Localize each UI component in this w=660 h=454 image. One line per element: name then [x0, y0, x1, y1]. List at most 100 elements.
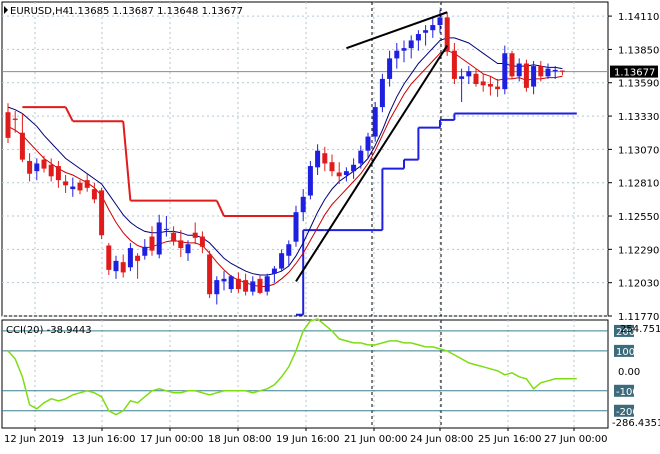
stop-down-connector [64, 106, 74, 122]
bear-candle-body [257, 278, 263, 293]
bull-candle-body [552, 69, 558, 72]
bull-candle-body [531, 66, 537, 87]
bear-candle-body [451, 50, 457, 79]
bull-candle-body [437, 17, 443, 26]
cci-level-label: 0.00 [618, 367, 640, 378]
grid-lines [2, 2, 608, 428]
bear-candle-body [99, 190, 105, 236]
bull-candle-body [156, 222, 162, 255]
bear-candle-body [149, 236, 155, 251]
bear-candle-body [171, 232, 177, 242]
time-label: 13 Jun 16:00 [72, 434, 136, 445]
bull-candle-body [372, 107, 378, 137]
cci-title: CCI(20) -38.9443 [6, 325, 92, 336]
price-label: 1.13850 [618, 45, 659, 56]
cci-level-box [614, 404, 634, 417]
ohlc-label: 1.13685 1.13687 1.13648 1.13677 [68, 6, 243, 17]
time-label: 18 Jun 08:00 [208, 434, 272, 445]
bull-candle-body [250, 281, 256, 292]
bull-candle-body [459, 76, 465, 79]
trendline[interactable] [346, 11, 448, 50]
bull-candle-body [286, 244, 292, 256]
time-label: 12 Jun 2019 [4, 434, 64, 445]
symbol-marker-icon [4, 6, 8, 14]
bear-candle-body [480, 81, 486, 86]
bull-candle-body [415, 34, 421, 41]
bear-candle-body [84, 180, 90, 188]
bull-candle-body [113, 260, 119, 272]
bull-candle-body [351, 164, 357, 172]
main-chart-frame [1, 1, 609, 317]
bull-candle-body [502, 53, 508, 90]
bull-candle-body [264, 276, 270, 292]
bull-candle-body [379, 78, 385, 108]
bull-candle-body [365, 136, 371, 151]
bull-candle-body [127, 248, 133, 268]
bear-candle-body [77, 182, 83, 191]
moving-average-lines [7, 37, 563, 287]
price-label: 1.12810 [618, 179, 659, 190]
bear-candle-body [19, 132, 25, 160]
cci-level-label: 100 [616, 347, 635, 358]
time-label: 24 Jun 08:00 [410, 434, 474, 445]
ma-fast-line [7, 37, 563, 276]
bear-candle-body [559, 70, 565, 72]
cci-level-box [614, 324, 634, 337]
price-label: 1.14110 [618, 12, 659, 23]
price-label: 1.12030 [618, 279, 659, 290]
bear-candle-body [91, 189, 97, 200]
bear-candle-body [336, 172, 342, 177]
bull-candle-body [271, 268, 277, 274]
bull-candle-body [163, 228, 169, 230]
bear-candle-body [120, 262, 126, 273]
bull-candle-body [214, 280, 220, 295]
cci-panel-frame [1, 319, 609, 429]
bear-candle-body [27, 160, 33, 174]
price-label: 1.13590 [618, 79, 659, 90]
cci-line [7, 318, 577, 416]
bull-candle-body [142, 246, 148, 256]
bull-candle-body [430, 25, 436, 31]
time-label: 19 Jun 16:00 [276, 434, 340, 445]
bull-candle-body [300, 196, 306, 213]
time-label: 21 Jun 00:00 [344, 434, 408, 445]
trailing-stop-lines [22, 106, 577, 316]
bull-candle-body [401, 48, 407, 51]
bear-candle-body [178, 240, 184, 249]
cci-max-label: 254.7513 [620, 324, 660, 335]
bull-candle-body [185, 244, 191, 254]
bear-candle-body [41, 159, 47, 169]
trendlines[interactable] [295, 11, 449, 282]
bear-candle-body [192, 232, 198, 238]
bear-candle-body [509, 53, 515, 77]
bear-candle-body [473, 73, 479, 85]
cci-level-box [614, 344, 634, 357]
bull-candle-body [466, 71, 472, 77]
bear-candle-body [243, 280, 249, 292]
bull-candle-body [423, 30, 429, 33]
cci-level-label: -200 [616, 407, 639, 418]
bull-candle-body [358, 150, 364, 164]
bull-candle-body [545, 68, 551, 77]
bull-candle-body [516, 63, 522, 77]
cci-min-label: -286.4351 [612, 418, 660, 429]
stop-down-connector [122, 121, 132, 201]
bear-candle-body [329, 162, 335, 172]
bull-candle-body [293, 212, 299, 242]
bull-candle-body [228, 276, 234, 290]
trendline[interactable] [295, 45, 449, 282]
bull-candle-body [387, 58, 393, 79]
bear-candle-body [487, 84, 493, 87]
price-label: 1.13070 [618, 145, 659, 156]
cci-level-label: 200 [616, 327, 635, 338]
bear-candle-body [12, 118, 18, 120]
cci-level-box [614, 384, 634, 397]
bear-candle-body [444, 17, 450, 51]
symbol-label: EURUSD,H4 [10, 6, 69, 17]
bear-candle-body [207, 254, 213, 295]
bull-candle-body [221, 278, 227, 282]
cci-level-label: -100 [616, 387, 639, 398]
bear-candle-body [63, 181, 69, 186]
